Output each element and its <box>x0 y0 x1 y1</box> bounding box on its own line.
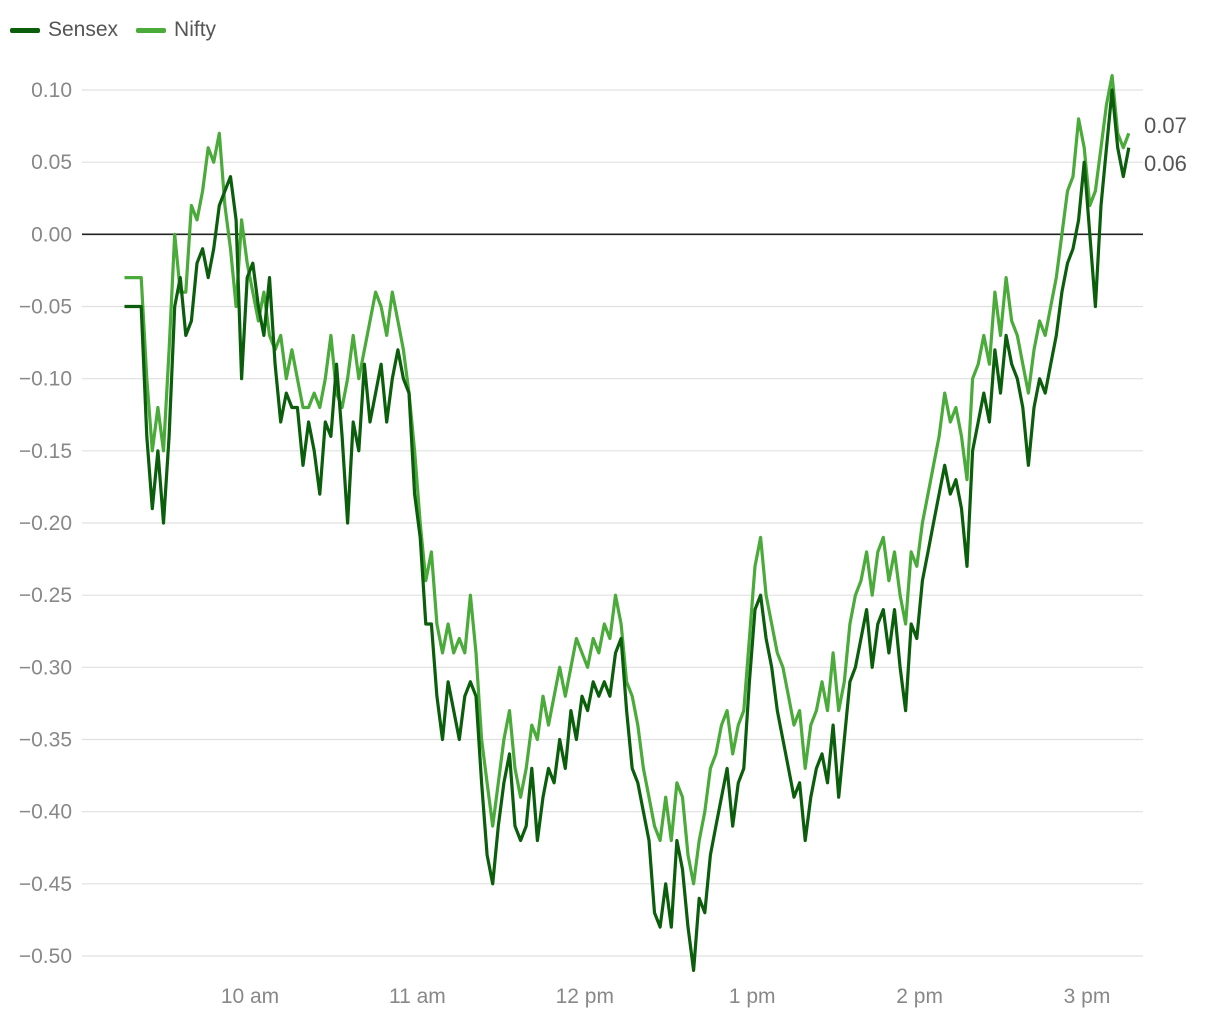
end-label-sensex: 0.06 <box>1144 151 1187 176</box>
series-line-nifty <box>124 74 1131 886</box>
y-tick-label: 0.10 <box>31 79 72 102</box>
legend-item-sensex[interactable]: Sensex <box>10 18 118 42</box>
x-tick-label: 10 am <box>221 985 279 1008</box>
series-line-sensex <box>124 88 1131 972</box>
chart-legend: Sensex Nifty <box>10 18 216 42</box>
y-tick-label: −0.30 <box>19 656 72 679</box>
y-tick-label: −0.45 <box>19 873 72 896</box>
legend-swatch-sensex <box>10 27 40 33</box>
y-tick-label: 0.05 <box>31 151 72 174</box>
x-tick-label: 12 pm <box>556 985 614 1008</box>
legend-swatch-nifty <box>136 27 167 33</box>
x-tick-label: 11 am <box>389 985 446 1008</box>
x-tick-label: 3 pm <box>1064 985 1111 1008</box>
y-tick-label: −0.10 <box>19 368 72 391</box>
legend-label-sensex: Sensex <box>48 18 119 41</box>
x-tick-label: 1 pm <box>729 985 776 1008</box>
y-tick-label: −0.20 <box>19 512 72 535</box>
legend-item-nifty[interactable]: Nifty <box>136 18 216 42</box>
y-tick-label: −0.25 <box>19 584 72 607</box>
y-tick-label: −0.40 <box>19 801 72 824</box>
y-tick-label: −0.35 <box>19 729 72 752</box>
y-tick-label: −0.50 <box>19 945 72 968</box>
end-label-nifty: 0.07 <box>1144 113 1187 138</box>
y-tick-label: −0.05 <box>19 296 72 319</box>
y-tick-label: 0.00 <box>31 223 72 246</box>
legend-label-nifty: Nifty <box>174 18 217 41</box>
x-tick-label: 2 pm <box>896 985 943 1008</box>
y-tick-label: −0.15 <box>19 440 72 463</box>
